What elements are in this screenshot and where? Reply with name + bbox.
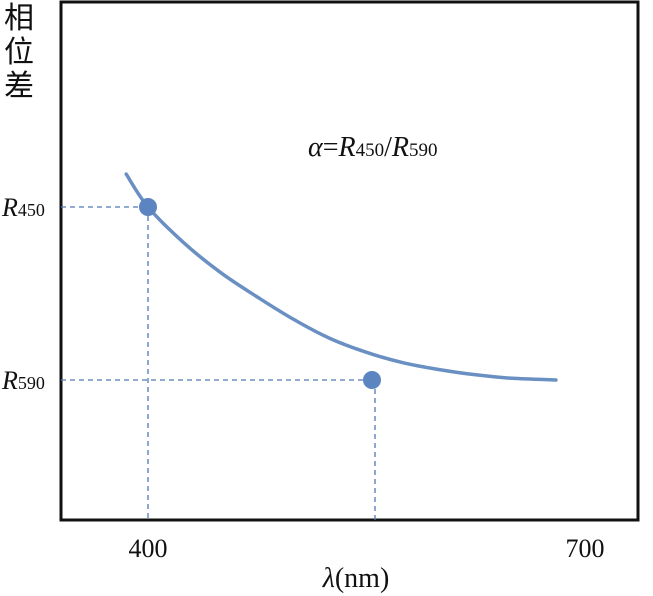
- x-axis-label-symbol: λ: [322, 563, 335, 594]
- formula-r2-sub: 590: [409, 140, 438, 161]
- formula-slash: /: [384, 132, 392, 163]
- formula-alpha: α: [308, 132, 324, 163]
- y-tick-r590-symbol: R: [1, 366, 18, 395]
- y-tick-r590: R590: [1, 366, 45, 395]
- alpha-formula: α=R450/R590: [308, 132, 438, 163]
- data-point-r590: [363, 371, 381, 389]
- x-tick-700: 700: [566, 534, 605, 563]
- x-tick-400: 400: [129, 534, 168, 563]
- y-axis-label-char-3: 差: [4, 70, 34, 103]
- y-tick-r450-sub: 450: [18, 200, 45, 220]
- formula-r1-sub: 450: [356, 140, 385, 161]
- y-tick-r450: R450: [1, 193, 45, 222]
- y-axis-label-char-1: 相: [4, 2, 34, 35]
- formula-r1: R: [338, 132, 356, 163]
- x-axis-label: λ(nm): [322, 563, 390, 594]
- plot-frame: [59, 0, 640, 522]
- data-point-r450: [139, 198, 157, 216]
- formula-r2: R: [391, 132, 409, 163]
- dispersion-curve: [124, 172, 558, 382]
- y-tick-r590-sub: 590: [18, 373, 45, 393]
- formula-eq: =: [323, 132, 339, 163]
- x-axis-label-unit: (nm): [335, 563, 389, 594]
- y-tick-r450-symbol: R: [1, 193, 18, 222]
- y-axis-label-char-2: 位: [4, 36, 34, 69]
